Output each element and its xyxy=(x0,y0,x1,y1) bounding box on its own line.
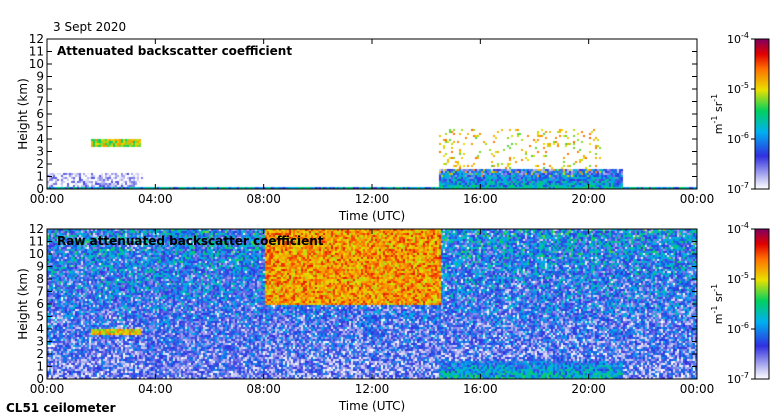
x-tick-label: 00:00 xyxy=(30,382,65,396)
colorbar-tick-label: 10-5 xyxy=(727,81,749,96)
y-axis-label: Height (km) xyxy=(16,78,30,149)
y-tick-label: 3 xyxy=(36,145,44,159)
panel-title: Raw attenuated backscatter coefficient xyxy=(57,234,324,248)
x-tick-label: 12:00 xyxy=(355,192,390,206)
x-tick-label: 16:00 xyxy=(463,382,498,396)
y-tick-label: 10 xyxy=(29,57,44,71)
x-tick-label: 04:00 xyxy=(138,192,173,206)
colorbar-tick-label: 10-6 xyxy=(727,321,749,336)
plot-frame xyxy=(46,228,698,380)
x-tick-label: 16:00 xyxy=(463,192,498,206)
plot-frame xyxy=(46,38,698,190)
colorbar-tick-label: 10-5 xyxy=(727,271,749,286)
colorbar-tick-label: 10-7 xyxy=(727,181,749,196)
y-tick-label: 5 xyxy=(36,310,44,324)
x-tick-label: 12:00 xyxy=(355,382,390,396)
y-tick-label: 11 xyxy=(29,235,44,249)
colorbar-tick-label: 10-6 xyxy=(727,131,749,146)
y-tick-label: 0 xyxy=(36,182,44,196)
y-tick-label: 9 xyxy=(36,260,44,274)
y-tick-label: 7 xyxy=(36,95,44,109)
colorbar-tick-label: 10-7 xyxy=(727,371,749,386)
panel-title: Attenuated backscatter coefficient xyxy=(57,44,292,58)
heatmap-raster-bottom xyxy=(47,229,697,379)
x-tick-label: 08:00 xyxy=(246,382,281,396)
y-tick-label: 8 xyxy=(36,272,44,286)
y-tick-label: 12 xyxy=(29,32,44,46)
x-tick-label: 04:00 xyxy=(138,382,173,396)
x-axis-label: Time (UTC) xyxy=(338,399,405,413)
colorbar-unit-label: m-1 sr-1 xyxy=(710,284,725,324)
date-label: 3 Sept 2020 xyxy=(53,20,127,34)
y-tick-label: 4 xyxy=(36,322,44,336)
x-tick-label: 20:00 xyxy=(571,382,606,396)
colorbar-tick-label: 10-4 xyxy=(727,31,749,46)
y-tick-label: 12 xyxy=(29,222,44,236)
x-tick-label: 20:00 xyxy=(571,192,606,206)
y-tick-label: 0 xyxy=(36,372,44,386)
x-tick-label: 00:00 xyxy=(680,192,715,206)
instrument-label: CL51 ceilometer xyxy=(6,401,116,415)
y-tick-label: 1 xyxy=(36,170,44,184)
x-tick-label: 00:00 xyxy=(30,192,65,206)
y-tick-label: 6 xyxy=(36,107,44,121)
x-tick-label: 00:00 xyxy=(680,382,715,396)
y-tick-label: 7 xyxy=(36,285,44,299)
y-tick-label: 5 xyxy=(36,120,44,134)
colorbar-unit-label: m-1 sr-1 xyxy=(710,94,725,134)
y-tick-label: 2 xyxy=(36,347,44,361)
colorbar-tick-label: 10-4 xyxy=(727,221,749,236)
x-axis-label: Time (UTC) xyxy=(338,209,405,223)
colorbar xyxy=(754,228,770,380)
colorbar xyxy=(754,38,770,190)
y-tick-label: 9 xyxy=(36,70,44,84)
y-tick-label: 2 xyxy=(36,157,44,171)
y-axis-label: Height (km) xyxy=(16,268,30,339)
y-tick-label: 11 xyxy=(29,45,44,59)
y-tick-label: 10 xyxy=(29,247,44,261)
x-tick-label: 08:00 xyxy=(246,192,281,206)
y-tick-label: 3 xyxy=(36,335,44,349)
y-tick-label: 1 xyxy=(36,360,44,374)
y-tick-label: 6 xyxy=(36,297,44,311)
y-tick-label: 4 xyxy=(36,132,44,146)
y-tick-label: 8 xyxy=(36,82,44,96)
heatmap-raster-top xyxy=(47,39,697,189)
